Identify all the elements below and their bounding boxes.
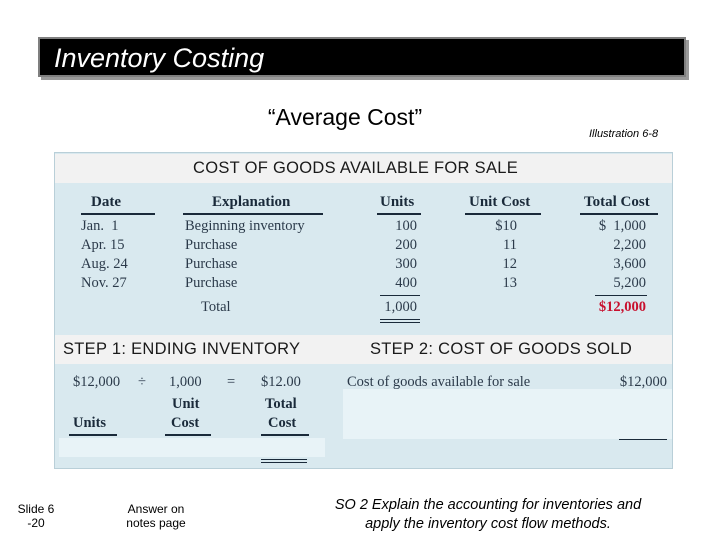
step1-units-underline	[69, 434, 117, 436]
step1-total-cost-label-1: Total	[265, 396, 297, 412]
step1-units-label: Units	[73, 415, 107, 431]
table-row-2-total-cost: 2,200	[613, 237, 646, 253]
notes-reference-line-1: Answer on	[127, 502, 185, 516]
slide-title-bar: Inventory Costing	[38, 37, 686, 77]
step2-total-rule	[619, 439, 667, 440]
table-row-1-unit-cost: $10	[495, 218, 517, 234]
table-row-2-unit-cost: 11	[503, 237, 517, 253]
step1-total-cost-underline	[261, 434, 309, 436]
table-row-3-unit-cost: 12	[502, 256, 518, 272]
step1-answer-box	[59, 438, 325, 457]
slide-title: Inventory Costing	[54, 43, 265, 73]
slide-subtitle: “Average Cost”	[267, 104, 423, 130]
table-row-3-units: 300	[395, 256, 417, 272]
table-row-4-unit-cost: 13	[502, 275, 518, 291]
col-date-underline	[81, 213, 155, 215]
table-row-1-date: Jan. 1	[81, 218, 119, 234]
units-double-rule-1	[380, 319, 420, 320]
step1-divide-sign: ÷	[138, 374, 146, 390]
step2-answer-box	[343, 389, 672, 439]
step2-header: STEP 2: COST OF GOODS SOLD	[370, 340, 633, 358]
step1-unit-cost-label-1: Unit	[172, 396, 200, 412]
study-objective: SO 2 Explain the accounting for inventor…	[296, 496, 680, 534]
step1-double-rule-1	[261, 459, 307, 460]
step1-header: STEP 1: ENDING INVENTORY	[63, 340, 301, 358]
steps-header-bar: STEP 1: ENDING INVENTORY STEP 2: COST OF…	[55, 335, 672, 364]
col-explanation-underline	[183, 213, 323, 215]
col-unit-cost-underline	[465, 213, 541, 215]
table-row-4-explanation: Purchase	[185, 275, 238, 291]
table-row-2-units: 200	[395, 237, 417, 253]
step1-total-cost-label-2: Cost	[268, 415, 297, 431]
table-row-2-date: Apr. 15	[81, 237, 125, 253]
notes-reference-line-2: notes page	[126, 516, 186, 530]
total-cost: $12,000	[598, 299, 646, 315]
illustration-label: Illustration 6-8	[589, 128, 659, 140]
step1-equals-sign: =	[227, 374, 236, 390]
study-objective-line-2: apply the inventory cost flow methods.	[365, 516, 611, 532]
step2-line-value: $12,000	[619, 374, 667, 390]
units-double-rule-2	[380, 322, 420, 323]
col-units-underline	[377, 213, 421, 215]
total-units: 1,000	[384, 299, 417, 315]
step2-line-label: Cost of goods available for sale	[347, 374, 531, 390]
col-units: Units	[380, 194, 415, 210]
table-row-2-explanation: Purchase	[185, 237, 238, 253]
table-row-1-units: 100	[395, 218, 417, 234]
table-row-1-total-cost: $ 1,000	[598, 218, 646, 234]
col-total-cost: Total Cost	[584, 194, 650, 210]
cost-total-rule	[595, 295, 647, 296]
col-date: Date	[91, 194, 121, 210]
total-label: Total	[201, 299, 231, 315]
table-row-4-date: Nov. 27	[81, 275, 127, 291]
step1-unit-cost-underline	[165, 434, 211, 436]
table-row-3-date: Aug. 24	[81, 256, 128, 272]
step1-double-rule-2	[261, 462, 307, 463]
step1-units: 1,000	[169, 374, 202, 390]
step1-result: $12.00	[261, 374, 301, 390]
slide-number: Slide 6 -20	[10, 502, 62, 530]
table-row-4-units: 400	[395, 275, 417, 291]
notes-reference: Answer on notes page	[112, 502, 200, 530]
units-total-rule	[380, 295, 420, 296]
slide-number-line-1: Slide 6	[17, 502, 55, 516]
col-explanation: Explanation	[212, 194, 291, 210]
table-row-3-total-cost: 3,600	[613, 256, 646, 272]
study-objective-line-1: SO 2 Explain the accounting for inventor…	[334, 497, 642, 513]
cogs-table-header: COST OF GOODS AVAILABLE FOR SALE	[55, 154, 672, 183]
table-row-4-total-cost: 5,200	[613, 275, 646, 291]
slide-number-line-2: -20	[27, 516, 45, 530]
step1-amount: $12,000	[73, 374, 121, 390]
table-row-1-explanation: Beginning inventory	[185, 218, 305, 234]
col-total-cost-underline	[580, 213, 658, 215]
table-row-3-explanation: Purchase	[185, 256, 238, 272]
cost-illustration-panel: COST OF GOODS AVAILABLE FOR SALE Date Ex…	[54, 152, 673, 469]
step1-unit-cost-label-2: Cost	[171, 415, 200, 431]
col-unit-cost: Unit Cost	[469, 194, 531, 210]
